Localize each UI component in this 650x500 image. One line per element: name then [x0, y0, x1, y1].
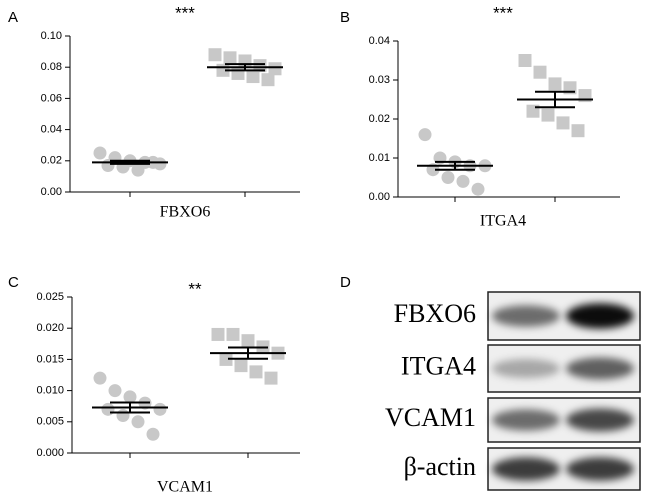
y-tick-label: 0.020 [36, 322, 64, 334]
significance: ** [188, 279, 202, 298]
data-point [246, 70, 260, 84]
blot-band [566, 357, 634, 380]
data-point [131, 415, 145, 429]
error-bar [435, 160, 475, 171]
data-point [418, 128, 432, 142]
data-point [146, 427, 160, 441]
data-point [264, 371, 278, 385]
data-point [548, 77, 562, 91]
y-tick-label: 0.10 [41, 30, 62, 42]
y-tick-label: 0.02 [369, 113, 390, 125]
error-bar [110, 159, 150, 165]
y-tick-label: 0.04 [41, 124, 62, 136]
data-point [253, 59, 267, 73]
panel-label: D [340, 274, 351, 291]
data-point [249, 365, 263, 379]
y-tick-label: 0.00 [369, 191, 390, 203]
error-bar [535, 90, 575, 109]
y-tick-label: 0.04 [369, 35, 390, 47]
data-point [234, 359, 248, 373]
data-point [241, 334, 255, 348]
blot-band [492, 305, 560, 327]
data-point [116, 409, 130, 423]
error-bar [110, 401, 150, 414]
blot-label: β-actin [404, 452, 476, 481]
data-point [223, 51, 237, 65]
panel-label: C [8, 274, 19, 291]
data-point [456, 174, 470, 188]
y-tick-label: 0.03 [369, 74, 390, 86]
y-tick-label: 0.000 [36, 447, 64, 459]
y-tick-label: 0.00 [41, 186, 62, 198]
panel-label: B [340, 9, 350, 26]
data-point [268, 62, 282, 76]
error-bar [225, 63, 265, 72]
blot-band [566, 457, 634, 481]
blot-band [492, 409, 560, 431]
data-point [541, 108, 555, 122]
data-point [518, 54, 532, 67]
data-point [211, 327, 225, 341]
blot-band [492, 359, 560, 378]
significance: *** [493, 3, 513, 22]
x-axis-label: FBXO6 [160, 204, 211, 221]
data-point [93, 371, 107, 385]
data-point [101, 402, 115, 416]
data-point [571, 124, 585, 138]
data-point [441, 171, 455, 184]
y-tick-label: 0.08 [41, 61, 62, 73]
blot-band [566, 303, 634, 329]
y-tick-label: 0.01 [369, 152, 390, 164]
data-point [471, 182, 485, 196]
data-point [219, 352, 233, 366]
data-point [231, 66, 245, 80]
blot-label: FBXO6 [394, 299, 476, 328]
blot-band [566, 408, 634, 432]
data-point [93, 146, 107, 160]
data-point [108, 384, 122, 398]
blot-label: ITGA4 [401, 351, 476, 380]
y-tick-label: 0.02 [41, 155, 62, 167]
y-tick-label: 0.025 [36, 291, 64, 303]
significance: *** [175, 3, 195, 22]
panel-label: A [8, 9, 18, 26]
data-point [208, 48, 222, 62]
x-axis-label: ITGA4 [480, 213, 526, 230]
error-bar [228, 346, 268, 360]
x-axis-label: VCAM1 [157, 479, 213, 496]
data-point [123, 390, 137, 404]
blot-band [492, 457, 560, 481]
data-point [153, 402, 167, 416]
data-point [261, 73, 275, 87]
blot-label: VCAM1 [385, 403, 476, 432]
data-point [226, 327, 240, 341]
y-tick-label: 0.010 [36, 385, 64, 397]
data-point [131, 163, 145, 177]
y-tick-label: 0.015 [36, 353, 64, 365]
data-point [533, 65, 547, 79]
y-tick-label: 0.06 [41, 92, 62, 104]
y-tick-label: 0.005 [36, 416, 64, 428]
data-point [556, 116, 570, 130]
